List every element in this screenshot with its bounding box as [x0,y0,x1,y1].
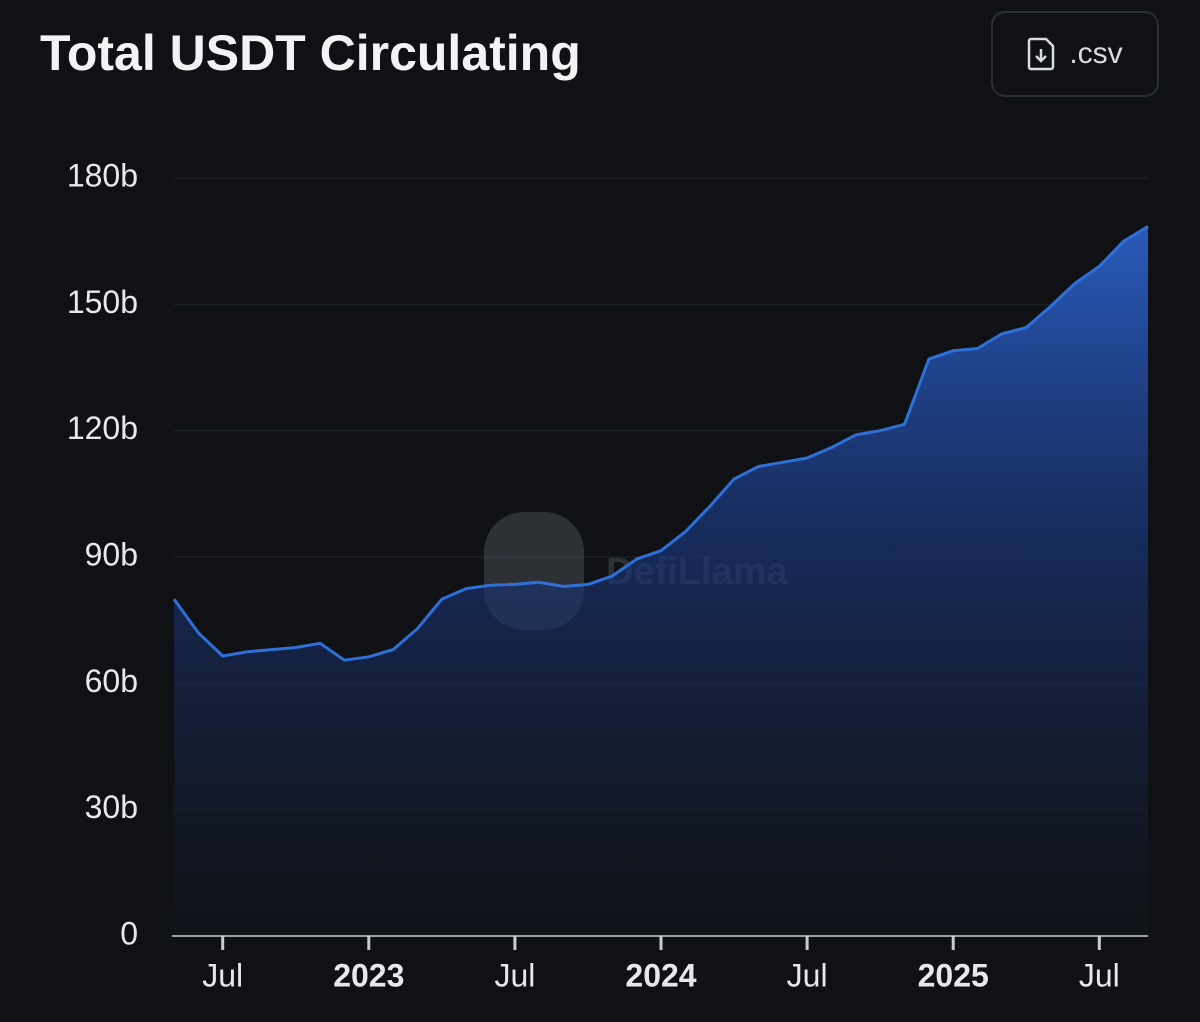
line [172,225,1149,662]
x-tick-label: Jul [787,957,828,993]
y-tick-label: 60b [85,663,138,699]
x-tick-label: Jul [1079,957,1120,993]
csv-button[interactable]: .csv [991,11,1159,97]
csv-label[interactable]: .csv [1069,37,1123,70]
x-tick-label: Jul [202,957,243,993]
x-tick-label: 2024 [625,957,696,993]
chart-title: Total USDT Circulating [40,25,581,81]
x-tick-label: 2023 [333,957,404,993]
y-tick-label: 120b [67,410,138,446]
file-icon [1028,37,1055,71]
y-tick-label: 0 [120,915,138,951]
area [174,226,1148,936]
x-tick-label: 2025 [918,957,989,993]
x-tick-label: Jul [494,957,535,993]
y-tick-label: 90b [85,536,138,572]
y-tick-label: 150b [67,284,138,320]
y-tick-label: 180b [67,157,138,193]
y-tick-label: 30b [85,789,138,825]
